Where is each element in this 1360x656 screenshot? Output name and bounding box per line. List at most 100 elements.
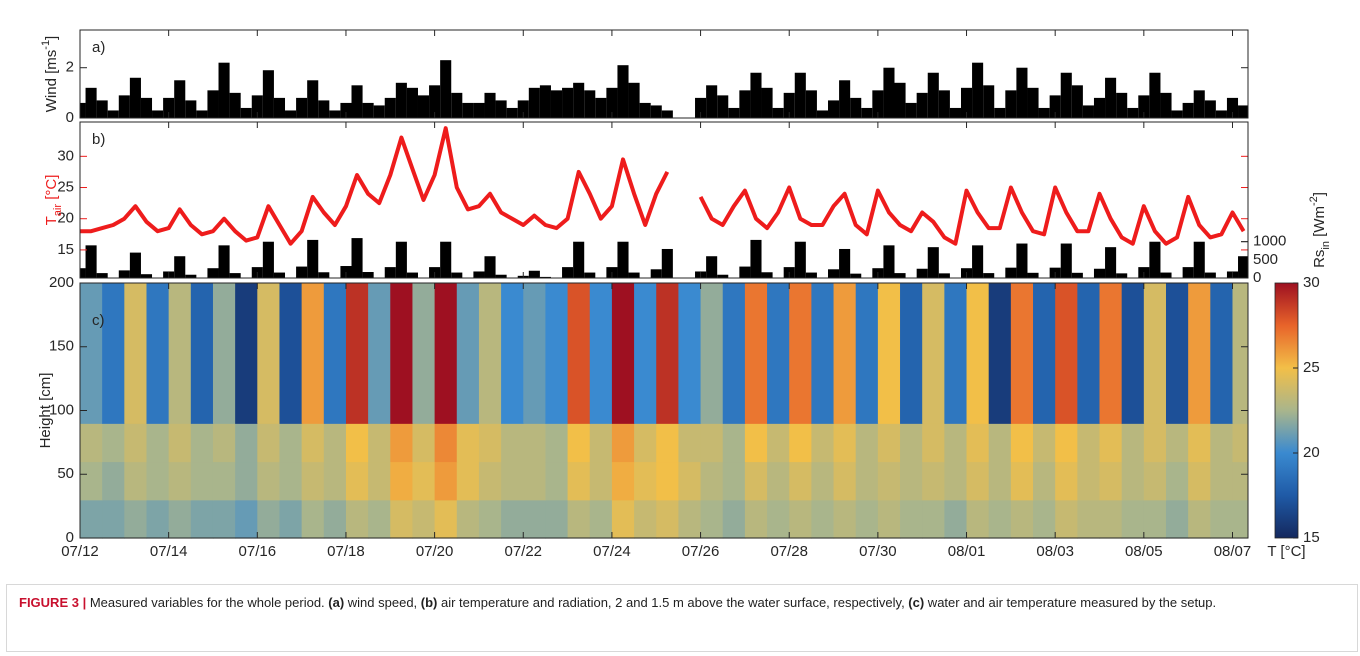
bar	[584, 272, 596, 278]
heatmap-cell	[1077, 283, 1101, 424]
heatmap-cell	[434, 283, 458, 424]
bar	[1238, 256, 1248, 278]
heatmap-cell	[523, 461, 547, 501]
bar	[761, 272, 773, 278]
heatmap-cell	[190, 283, 214, 424]
bar	[972, 245, 984, 278]
bar	[883, 67, 895, 118]
heatmap-cell	[944, 423, 968, 463]
heatmap-cell	[146, 283, 170, 424]
heatmap-cell	[767, 461, 790, 501]
heatmap-cell	[501, 283, 524, 424]
heatmap-cell	[944, 283, 968, 424]
heatmap-cell	[456, 283, 480, 424]
heatmap-cell	[722, 283, 746, 424]
x-tick-label: 07/14	[150, 543, 188, 560]
axis-label-part: T	[43, 216, 60, 225]
bar	[528, 87, 540, 118]
heatmap-cell	[611, 461, 635, 501]
heatmap-cell	[1121, 499, 1145, 539]
bar	[1182, 267, 1194, 278]
heatmap-cell	[124, 461, 148, 501]
x-tick-label: 07/18	[327, 543, 365, 560]
heatmap-cell	[235, 499, 258, 539]
heatmap-cell	[301, 283, 325, 424]
axis-label: Tair [°C]	[43, 175, 64, 226]
bar	[218, 62, 230, 118]
bar	[617, 65, 629, 118]
heatmap-cell	[279, 499, 303, 539]
y-tick-label: 0	[66, 109, 74, 126]
bar	[772, 107, 784, 118]
bar	[805, 90, 817, 118]
bar	[495, 100, 507, 118]
heatmap-cell	[900, 283, 923, 424]
bar	[1160, 92, 1172, 118]
heatmap-cell	[102, 461, 125, 501]
bar	[229, 273, 241, 278]
bar	[262, 241, 274, 278]
y2-tick-label: 0	[1253, 269, 1261, 286]
bar	[717, 95, 729, 118]
bar	[296, 266, 308, 278]
heatmap-cell	[478, 499, 502, 539]
heatmap-cell	[501, 461, 524, 501]
heatmap-cell	[390, 423, 414, 463]
bar	[628, 82, 640, 118]
caption-part: wind speed,	[344, 595, 421, 610]
axis-label-part: Wind [ms	[43, 50, 60, 113]
heatmap-cell	[966, 423, 990, 463]
bar	[207, 268, 219, 278]
bar	[384, 267, 396, 278]
heatmap-cell	[456, 461, 480, 501]
heatmap-cell	[1010, 461, 1034, 501]
bar	[1193, 90, 1205, 118]
bar	[1082, 105, 1094, 118]
heatmap-cell	[1232, 283, 1248, 424]
heatmap-cell	[833, 283, 857, 424]
bar	[1005, 90, 1017, 118]
bar	[883, 245, 895, 278]
radiation-bars	[80, 238, 1248, 278]
bar	[318, 272, 330, 278]
heatmap-cell	[1232, 423, 1248, 463]
axis-label-part: [°C]	[43, 175, 60, 204]
bar	[1171, 110, 1183, 118]
panel-label: b)	[92, 131, 105, 148]
x-tick-label: 07/22	[504, 543, 542, 560]
bar	[617, 241, 629, 278]
bar	[816, 110, 829, 118]
heatmap-cell	[434, 461, 458, 501]
heatmap-cell	[345, 499, 369, 539]
heatmap	[80, 283, 1248, 539]
heatmap-cell	[789, 461, 812, 501]
heatmap-cell	[235, 461, 258, 501]
heatmap-cell	[678, 283, 702, 424]
bar	[916, 268, 928, 278]
heatmap-cell	[1077, 461, 1101, 501]
y-tick-label: 2	[66, 59, 74, 76]
bar	[484, 256, 496, 278]
plot-frame	[79, 29, 1249, 119]
bar	[761, 87, 773, 118]
heatmap-cell	[368, 461, 391, 501]
heatmap-cell	[1121, 283, 1145, 424]
y-tick-label: 15	[57, 241, 74, 258]
bar	[473, 102, 485, 118]
heatmap-cell	[1010, 499, 1034, 539]
bar	[1116, 92, 1128, 118]
heatmap-cell	[944, 499, 968, 539]
heatmap-cell	[567, 461, 591, 501]
heatmap-cell	[80, 461, 103, 501]
bar	[894, 82, 906, 118]
heatmap-cell	[1077, 423, 1101, 463]
y-tick-label: 20	[57, 210, 74, 227]
heatmap-cell	[567, 499, 591, 539]
heatmap-cell	[279, 461, 303, 501]
heatmap-cell	[744, 461, 768, 501]
x-tick-label: 07/20	[416, 543, 454, 560]
heatmap-cell	[190, 461, 214, 501]
heatmap-cell	[212, 283, 236, 424]
